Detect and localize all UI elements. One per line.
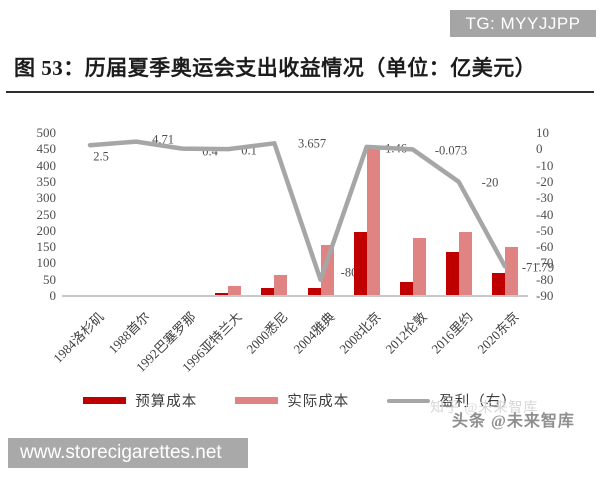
- bar-actual-2008北京: [366, 149, 380, 296]
- y-left-tick: 250: [36, 206, 57, 222]
- y-left-tick: 0: [49, 288, 57, 303]
- y-right-tick: 0: [536, 141, 543, 157]
- bar-actual-2004雅典: [320, 245, 334, 296]
- bar-actual-2016里约: [458, 232, 472, 296]
- bar-budget-2016里约: [445, 251, 459, 296]
- budget-cost-swatch: [83, 397, 127, 404]
- line-data-label: 1.46: [385, 141, 407, 156]
- line-data-label: -20: [481, 175, 499, 190]
- y-right-tick: -30: [536, 190, 554, 206]
- bar-actual-2020东京: [504, 247, 518, 296]
- y-left-tick: 450: [36, 141, 57, 157]
- watermark-toutiao: 头条 @未来智库: [452, 413, 575, 430]
- y-left-tick: 350: [36, 173, 57, 189]
- website-badge: www.storecigarettes.net: [8, 438, 248, 468]
- chart-legend: 预算成本 实际成本 盈利（右）: [0, 390, 600, 411]
- legend-label-actual-cost: 实际成本: [287, 394, 350, 410]
- line-data-label: 2.5: [93, 149, 109, 164]
- y-right-tick: -70: [536, 255, 554, 271]
- line-data-label: 0.1: [241, 143, 257, 158]
- watermark-zhihu: 知乎 @未来智库: [430, 401, 539, 416]
- tg-contact-badge: TG: MYYJJPP: [450, 10, 596, 37]
- line-data-label: 0.4: [202, 144, 218, 159]
- y-right-tick: -90: [536, 288, 554, 303]
- bar-actual-2000悉尼: [274, 275, 288, 296]
- title-divider: [6, 91, 594, 93]
- y-left-tick: 400: [36, 157, 57, 173]
- bar-budget-1996亚特兰大: [215, 293, 229, 296]
- bar-actual-2012伦敦: [412, 237, 426, 296]
- y-right-tick: -20: [536, 173, 554, 189]
- x-axis-label: 2020东京: [474, 309, 522, 357]
- bar-budget-2012伦敦: [399, 281, 413, 296]
- y-right-tick: -80: [536, 271, 554, 287]
- legend-label-budget-cost: 预算成本: [135, 394, 198, 410]
- y-right-tick: -60: [536, 239, 554, 255]
- legend-item-actual-cost: 实际成本: [235, 390, 349, 411]
- legend-item-profit-line: 盈利（右）: [387, 390, 517, 411]
- y-right-tick: -50: [536, 222, 554, 238]
- line-data-label: 4.71: [152, 132, 174, 147]
- bar-budget-2004雅典: [307, 287, 321, 296]
- y-right-tick: -40: [536, 206, 554, 222]
- x-axis-line: [62, 295, 528, 297]
- bar-budget-2000悉尼: [261, 287, 275, 296]
- y-left-tick: 200: [36, 222, 57, 238]
- y-left-tick: 100: [36, 255, 57, 271]
- actual-cost-swatch: [235, 397, 279, 404]
- bar-budget-2008北京: [353, 232, 367, 296]
- line-data-label: 3.657: [297, 136, 327, 151]
- legend-label-profit-line: 盈利（右）: [439, 394, 517, 410]
- y-left-tick: 300: [36, 190, 57, 206]
- y-left-tick: 150: [36, 239, 57, 255]
- bar-actual-1996亚特兰大: [228, 286, 242, 296]
- bar-budget-2020东京: [491, 273, 505, 296]
- legend-item-budget-cost: 预算成本: [83, 390, 197, 411]
- y-right-tick: 10: [536, 125, 549, 140]
- profit-line-swatch: [387, 398, 431, 403]
- line-data-label: -0.073: [434, 143, 468, 158]
- y-left-tick: 50: [43, 271, 56, 287]
- y-right-tick: -10: [536, 157, 554, 173]
- y-left-tick: 500: [36, 125, 57, 140]
- figure-title: 图 53：历届夏季奥运会支出收益情况（单位：亿美元）: [14, 56, 537, 80]
- line-data-label: -71.79: [521, 260, 555, 275]
